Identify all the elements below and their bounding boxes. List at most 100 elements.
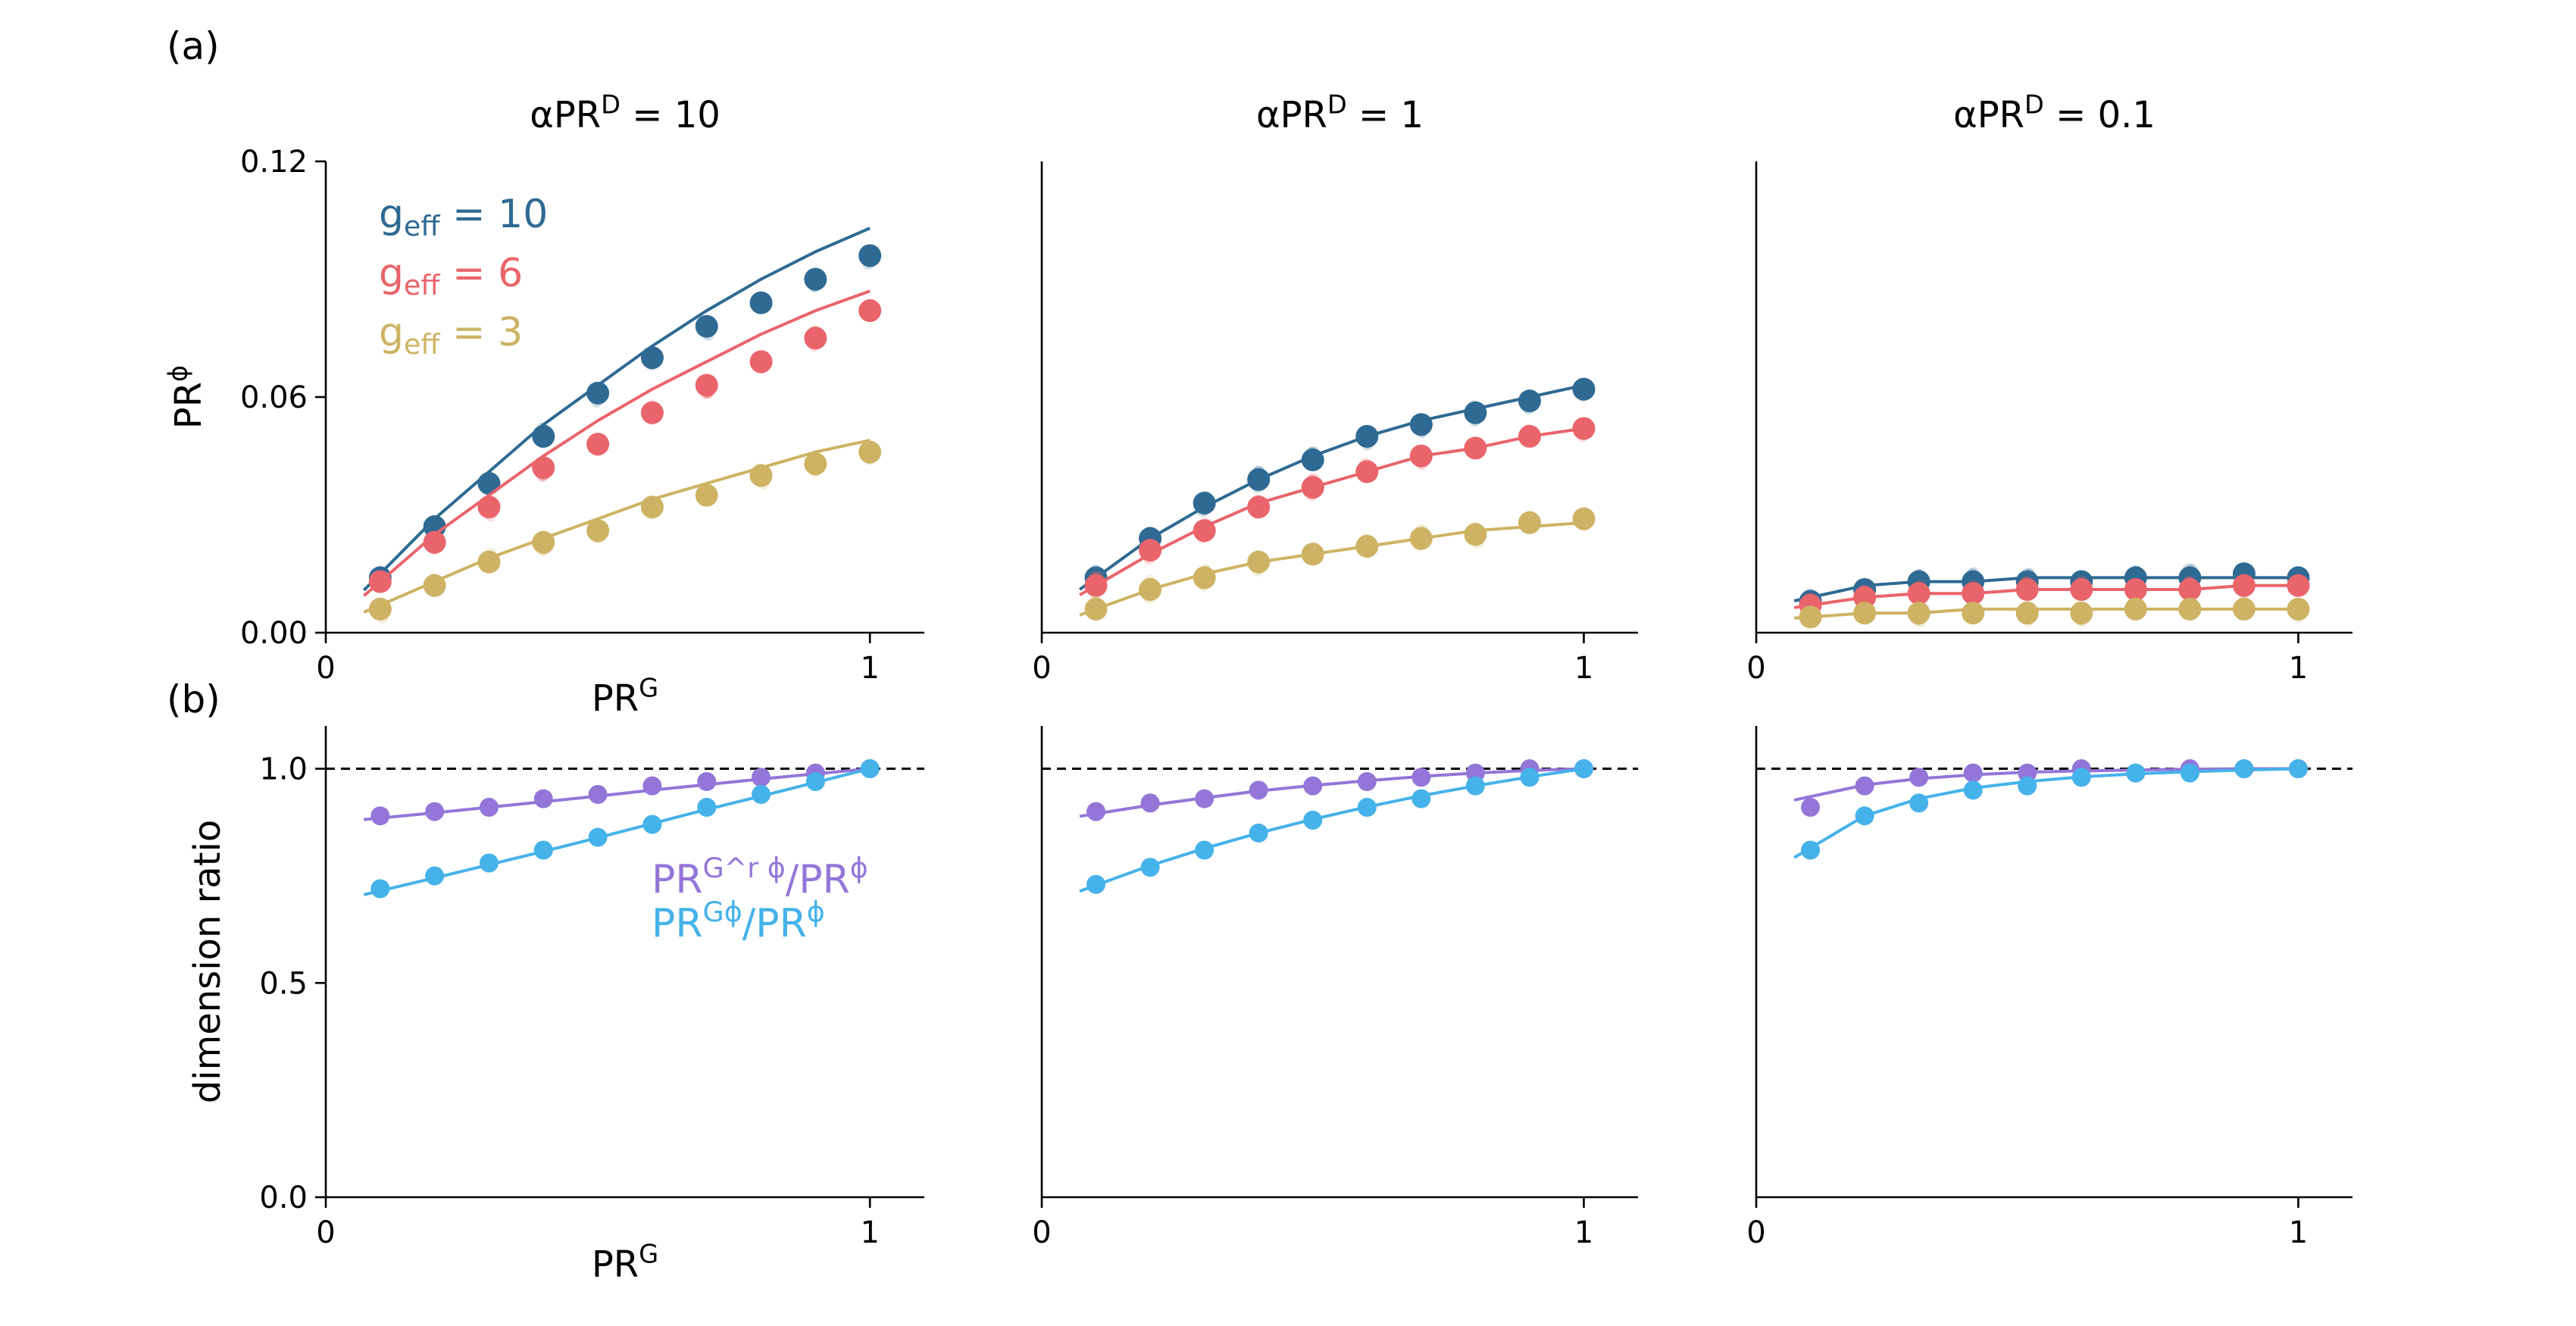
data-point	[425, 866, 445, 886]
data-point	[749, 291, 773, 314]
data-point	[479, 797, 499, 817]
data-point	[368, 597, 392, 621]
data-point	[1193, 491, 1216, 514]
text-run: = 10	[621, 94, 721, 136]
data-point	[1572, 507, 1596, 530]
y-axis-label: PRϕ	[164, 365, 210, 429]
data-point	[2071, 768, 2091, 787]
panel-label-b: (b)	[167, 677, 220, 721]
data-point	[533, 840, 553, 860]
x-tick-label: 1	[2289, 651, 2308, 686]
text-run: PR	[592, 677, 639, 720]
data-point	[2178, 597, 2202, 621]
text-run: G^r ϕ	[703, 852, 786, 884]
data-point	[1086, 802, 1106, 821]
data-point	[2070, 577, 2093, 601]
data-point	[1357, 797, 1377, 817]
text-run: ϕ	[164, 365, 193, 382]
data-point	[1855, 776, 1874, 796]
x-axis-label: PRG	[592, 674, 658, 720]
data-point	[1962, 582, 1985, 605]
data-point	[697, 797, 717, 817]
data-point	[2015, 577, 2039, 601]
data-point	[752, 768, 771, 787]
data-point	[2288, 759, 2308, 779]
data-point	[1357, 772, 1377, 792]
data-point	[1355, 460, 1379, 483]
column-title: αPRD = 0.1	[1953, 90, 2156, 136]
data-point	[586, 381, 610, 405]
data-point	[1409, 413, 1433, 436]
data-point	[2287, 597, 2310, 621]
data-point	[642, 776, 662, 796]
theory-curve	[1079, 427, 1584, 596]
data-point	[1907, 602, 1930, 625]
data-point	[1303, 810, 1323, 830]
data-point	[1249, 780, 1268, 800]
text-run: αPR	[1256, 94, 1327, 136]
data-point	[1409, 527, 1433, 550]
legend-entry: geff = 3	[379, 310, 523, 361]
legend-entry: PRGϕ/PRϕ	[652, 896, 825, 946]
data-point	[1086, 874, 1106, 894]
data-point	[586, 433, 610, 456]
data-point	[1518, 389, 1541, 413]
data-point	[1139, 539, 1162, 562]
x-tick-label: 0	[316, 651, 335, 686]
data-point	[1247, 550, 1271, 574]
legend-entry: PRG^r ϕ/PRϕ	[652, 852, 868, 902]
data-point	[695, 314, 718, 338]
subplot-a-3: 0 1 αPRD = 0.1	[1746, 90, 2352, 686]
subplot-a-2: 0 1 αPRD = 1	[1032, 90, 1638, 686]
data-point	[1464, 436, 1487, 460]
data-point	[695, 374, 718, 397]
text-run: g	[379, 192, 404, 237]
data-point	[1465, 776, 1485, 796]
data-point	[1193, 566, 1216, 590]
data-point	[423, 574, 446, 597]
data-point	[1411, 789, 1431, 808]
data-point	[479, 853, 499, 873]
x-axis-label: PRG	[592, 1240, 658, 1286]
data-point	[1140, 793, 1160, 813]
x-tick-label: 1	[1574, 651, 1593, 686]
text-run: = 10	[439, 192, 548, 237]
data-point	[370, 806, 390, 826]
data-point	[2124, 577, 2147, 601]
data-point	[532, 530, 555, 554]
data-point	[1193, 519, 1216, 543]
data-point	[858, 299, 882, 322]
data-point	[804, 327, 827, 350]
data-point	[370, 879, 390, 899]
data-point	[1409, 444, 1433, 468]
data-point	[2015, 602, 2039, 625]
text-run: αPR	[1953, 94, 2024, 136]
data-point	[1247, 496, 1271, 519]
text-run: /PR	[786, 857, 850, 902]
text-run: eff	[404, 210, 440, 242]
data-point	[1855, 806, 1874, 826]
y-tick-label: 0.0	[259, 1181, 308, 1215]
data-point	[1518, 511, 1541, 534]
data-point	[1301, 543, 1324, 566]
data-point	[2124, 597, 2147, 621]
data-point	[1962, 602, 1985, 625]
data-point	[749, 350, 773, 374]
theory-curve	[362, 289, 871, 597]
x-tick-label: 1	[860, 651, 879, 686]
data-point	[1301, 476, 1324, 499]
theory-curve	[363, 439, 871, 614]
column-title: αPRD = 10	[530, 90, 721, 136]
y-tick-label: 0.00	[240, 616, 308, 651]
y-tick-label: 0.12	[240, 145, 308, 180]
y-tick-label: 1.0	[259, 752, 308, 787]
data-point	[640, 496, 664, 519]
text-run: = 1	[1347, 94, 1424, 136]
data-point	[1963, 763, 1983, 783]
data-point	[1572, 377, 1596, 401]
data-point	[532, 424, 555, 448]
text-run: ϕ	[807, 896, 825, 928]
